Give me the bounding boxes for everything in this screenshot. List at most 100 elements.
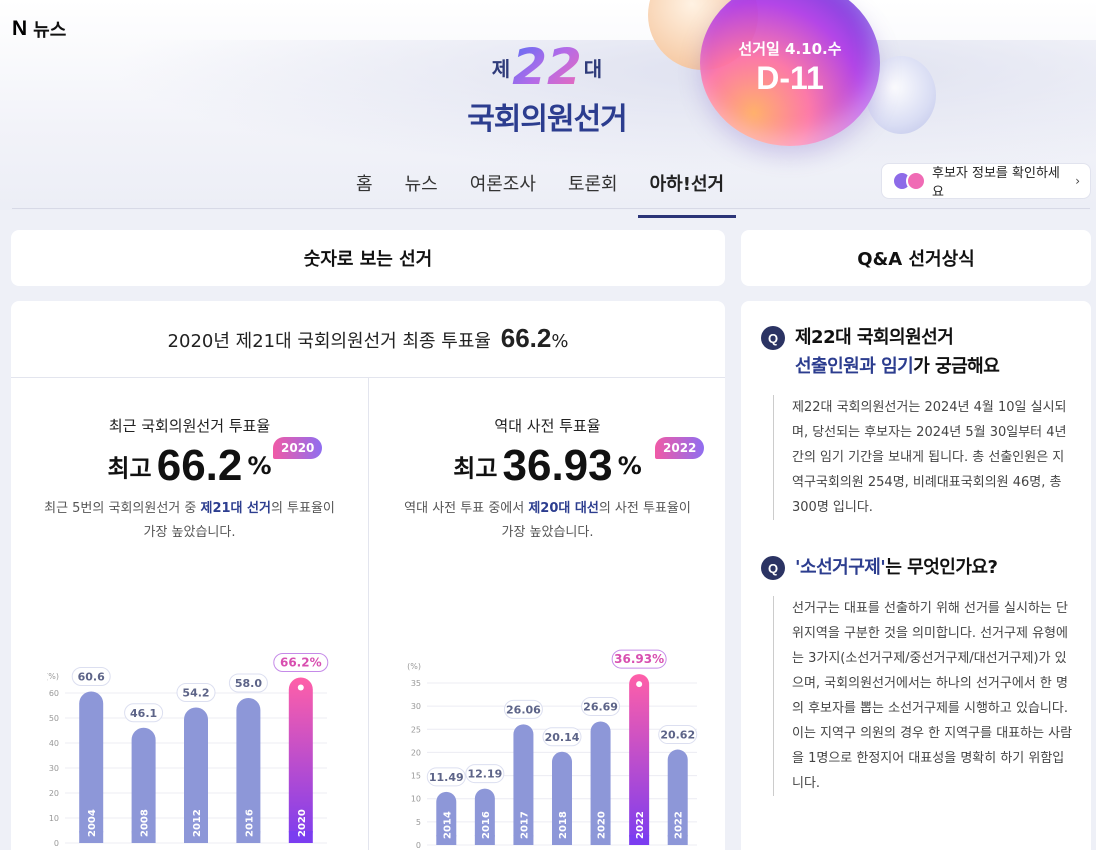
- value-pill: [503, 699, 543, 719]
- bar: [590, 721, 611, 845]
- question-suffix: 는 무엇인가요?: [885, 557, 998, 578]
- best-unit: %: [617, 452, 642, 480]
- bar-base: [552, 835, 572, 845]
- data-label: 46.1: [130, 707, 157, 720]
- recent-description: 최근 5번의 국회의원선거 중 제21대 선거의 투표율이 가장 높았습니다.: [41, 497, 338, 545]
- tab-debate[interactable]: 토론회: [567, 174, 618, 195]
- bar-year-label: 2020: [297, 809, 308, 837]
- election-prefix: 제: [491, 56, 511, 81]
- y-tick-label: 40: [49, 739, 59, 748]
- bar-base: [236, 831, 261, 843]
- data-label: 11.49: [429, 771, 464, 784]
- recent-turnout-card: 최근 국회의원선거 투표율 최고 66.2 % 2020 최근 5번의 국회의원…: [11, 377, 368, 850]
- data-label: 26.69: [583, 700, 618, 713]
- y-tick-label: 10: [49, 814, 59, 823]
- best-label: 최고: [453, 454, 498, 483]
- y-tick-label: 50: [49, 714, 59, 723]
- bar-year-label: 2017: [519, 811, 530, 839]
- y-tick-label: 30: [49, 764, 59, 773]
- year-badge: 2022: [655, 437, 705, 459]
- tab-aha-election[interactable]: 아하!선거: [634, 166, 740, 218]
- value-pill: [71, 667, 111, 686]
- value-pill: [426, 767, 466, 787]
- data-label: 60.6: [78, 671, 105, 684]
- bar-base: [288, 831, 313, 843]
- value-pill: [273, 653, 329, 672]
- bar-year-label: 2020: [597, 811, 608, 839]
- bar-base: [474, 835, 495, 845]
- highlight-dot: [636, 681, 643, 688]
- y-tick-label: 0: [54, 839, 59, 848]
- y-tick-label: 60: [49, 689, 59, 698]
- early-best: 최고 36.93 %: [369, 441, 726, 491]
- bar-year-label: 2004: [87, 809, 98, 837]
- qa-item: Q 제22대 국회의원선거 선출인원과 임기가 궁금해요 제22대 국회의원선거…: [761, 323, 1076, 520]
- value-pill: [124, 703, 164, 723]
- numbers-panel: 2020년 제21대 국회의원선거 최종 투표율 66.2% 최근 국회의원선거…: [11, 301, 725, 850]
- data-label: 20.62: [660, 729, 695, 742]
- desc-highlight: 제20대 대선: [528, 501, 599, 516]
- question-highlight: 선출인원과 임기: [795, 356, 914, 377]
- bar: [667, 749, 688, 845]
- dday-countdown: D-11: [756, 60, 824, 96]
- question[interactable]: Q '소선거구제'는 무엇인가요?: [761, 553, 1076, 582]
- naver-news-logo[interactable]: N 뉴스: [12, 16, 66, 42]
- numbers-section-title: 숫자로 보는 선거: [303, 249, 433, 270]
- y-tick-label: 5: [416, 818, 421, 827]
- election-logo: 제 22 대 국회의원선거: [452, 36, 642, 138]
- final-turnout-text: 2020년 제21대 국회의원선거 최종 투표율: [167, 331, 491, 352]
- recent-turnout-title: 최근 국회의원선거 투표율: [108, 417, 271, 435]
- recent-best: 최고 66.2 %: [11, 441, 368, 491]
- desc-text: 역대 사전 투표 중에서: [404, 501, 529, 516]
- bar: [131, 727, 156, 843]
- question-icon: Q: [761, 326, 785, 350]
- data-label: 36.93%: [614, 652, 664, 666]
- y-tick-label: 25: [411, 725, 421, 734]
- question-text: 제22대 국회의원선거 선출인원과 임기가 궁금해요: [795, 323, 1000, 381]
- bar: [436, 791, 457, 845]
- early-turnout-card: 역대 사전 투표율 최고 36.93 % 2022 역대 사전 투표 중에서 제…: [369, 377, 726, 850]
- tab-polls[interactable]: 여론조사: [469, 174, 536, 195]
- bar-base: [131, 831, 156, 843]
- desc-highlight: 제21대 선거: [200, 501, 271, 516]
- best-label: 최고: [107, 454, 152, 483]
- dday-orb: 선거일 4.10.수 D-11: [700, 0, 880, 146]
- data-label: 58.0: [235, 677, 262, 690]
- hero-banner: [0, 0, 1096, 210]
- avatar: [906, 171, 926, 191]
- bar-year-label: 2016: [481, 811, 492, 839]
- answer-text: 선거구는 대표를 선출하기 위해 선거를 실시하는 단위지역을 구분한 것을 의…: [773, 596, 1076, 796]
- value-pill: [542, 727, 582, 747]
- bar-year-label: 2022: [635, 811, 646, 839]
- data-label: 20.14: [545, 731, 580, 744]
- qa-section-header: Q&A 선거상식: [741, 230, 1091, 286]
- candidate-info-button[interactable]: 후보자 정보를 확인하세요 ›: [881, 163, 1091, 200]
- election-date: 선거일 4.10.수: [738, 40, 842, 58]
- y-tick-label: 15: [411, 772, 421, 781]
- question-suffix: 가 궁금해요: [913, 356, 1000, 377]
- bar-base: [184, 831, 208, 843]
- question-line: 선출인원과 임기가 궁금해요: [795, 352, 1000, 381]
- tab-news[interactable]: 뉴스: [404, 174, 438, 195]
- y-tick-label: 30: [411, 702, 421, 711]
- question-line: 제22대 국회의원선거: [795, 327, 954, 348]
- bar-year-label: 2016: [244, 809, 255, 837]
- y-axis-unit: (%): [47, 672, 59, 681]
- bar: [236, 698, 261, 843]
- bar-base: [79, 831, 104, 843]
- bar-year-label: 2008: [140, 809, 151, 837]
- election-number: 22: [512, 38, 582, 96]
- answer-text: 제22대 국회의원선거는 2024년 4월 10일 실시되며, 당선되는 후보자…: [773, 395, 1076, 520]
- candidate-avatars-icon: [892, 171, 926, 191]
- bar: [79, 691, 104, 843]
- bar-base: [436, 835, 457, 845]
- final-turnout: 2020년 제21대 국회의원선거 최종 투표율 66.2%: [11, 323, 725, 354]
- bar-base: [667, 835, 688, 845]
- desc-text: 의 사전 투표율이 가장 높았습니다.: [501, 501, 691, 540]
- y-tick-label: 20: [49, 789, 59, 798]
- best-value: 36.93: [502, 441, 613, 490]
- question[interactable]: Q 제22대 국회의원선거 선출인원과 임기가 궁금해요: [761, 323, 1076, 381]
- candidate-info-label: 후보자 정보를 확인하세요: [932, 166, 1060, 200]
- tab-home[interactable]: 홈: [356, 174, 373, 195]
- y-tick-label: 20: [411, 748, 421, 757]
